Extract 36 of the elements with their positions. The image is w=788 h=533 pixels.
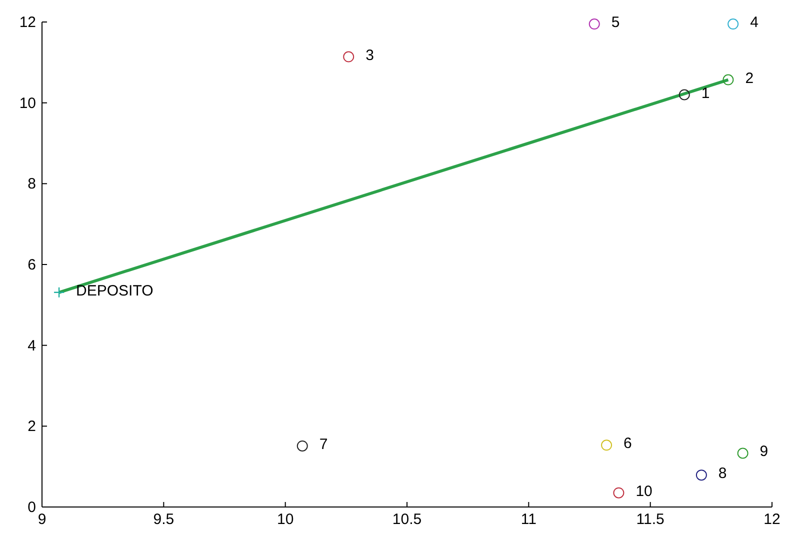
point <box>588 18 600 30</box>
point <box>343 51 354 62</box>
y-tick-label: 12 <box>19 14 36 31</box>
y-tick-label: 2 <box>28 418 36 436</box>
annotation: DEPOSITO <box>76 282 154 300</box>
annotation: 1 <box>701 84 710 102</box>
y-tick-label: 8 <box>28 176 36 193</box>
x-tick-label: 9.5 <box>153 511 174 528</box>
annotation: 10 <box>636 482 652 500</box>
annotation: 3 <box>366 46 374 64</box>
point <box>613 487 624 498</box>
y-tick-label: 0 <box>28 499 36 516</box>
point <box>722 74 734 86</box>
x-tick-label: 10 <box>276 511 294 528</box>
point <box>737 448 748 459</box>
annotation: 9 <box>760 443 768 460</box>
point <box>296 440 308 452</box>
x-tick-label: 9 <box>38 511 46 528</box>
x-tick-label: 11.5 <box>636 511 664 528</box>
x-tick-label: 10.5 <box>392 511 422 528</box>
x-tick-label: 12 <box>764 511 780 528</box>
x-tick-label: 11 <box>520 511 536 528</box>
y-tick-label: 6 <box>28 256 36 274</box>
point <box>696 470 707 481</box>
point <box>678 89 690 100</box>
annotation: 6 <box>624 435 632 452</box>
annotation: 8 <box>718 465 727 482</box>
y-tick-label: 10 <box>19 94 36 112</box>
point <box>728 18 739 30</box>
point <box>601 440 612 451</box>
y-tick-label: 4 <box>28 337 36 354</box>
annotation: 5 <box>611 14 620 32</box>
annotation: 7 <box>319 436 328 453</box>
point <box>53 286 65 298</box>
annotation: 4 <box>750 14 758 32</box>
annotation: 2 <box>745 70 754 87</box>
